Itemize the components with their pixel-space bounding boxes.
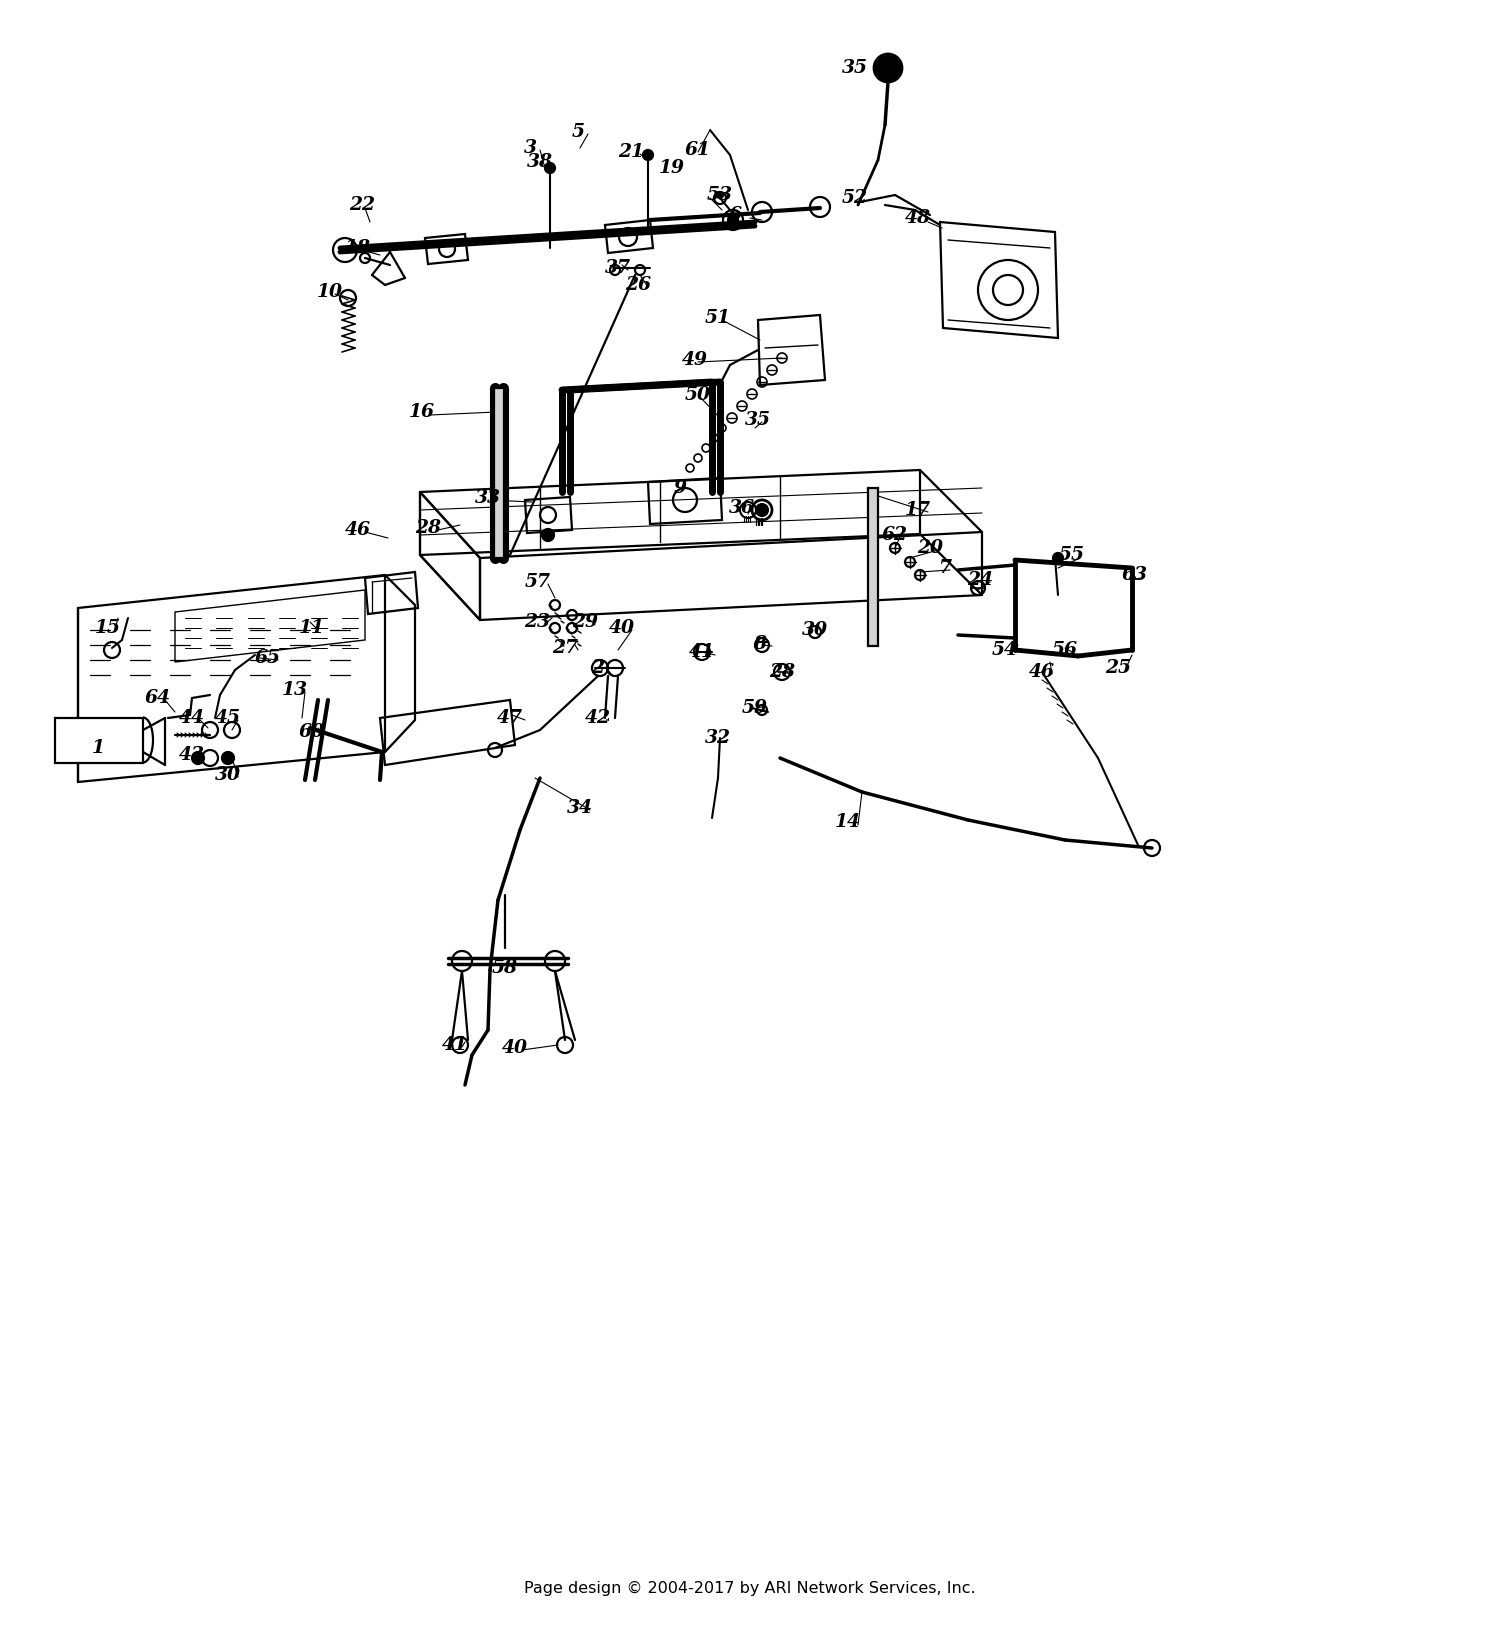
Text: 36: 36 (729, 500, 754, 518)
Text: 57: 57 (525, 573, 550, 591)
Circle shape (728, 215, 738, 225)
Text: 42: 42 (585, 710, 610, 728)
Text: 59: 59 (742, 698, 768, 716)
Text: 32: 32 (705, 729, 730, 747)
Text: 21: 21 (618, 143, 644, 161)
Circle shape (717, 192, 723, 199)
Text: 61: 61 (686, 142, 711, 160)
Circle shape (192, 752, 204, 764)
Text: 6: 6 (729, 207, 741, 225)
Text: 26: 26 (626, 277, 651, 295)
Text: 41: 41 (688, 643, 715, 661)
Text: 25: 25 (1106, 659, 1131, 677)
Circle shape (544, 163, 555, 173)
Text: 37: 37 (604, 259, 631, 277)
Bar (56, 718, 142, 764)
Text: 7: 7 (939, 558, 951, 576)
Text: 34: 34 (567, 799, 592, 817)
Text: 60: 60 (298, 723, 326, 741)
Circle shape (880, 60, 896, 77)
Text: 56: 56 (1052, 641, 1078, 659)
Text: 30: 30 (214, 767, 242, 785)
Text: 28: 28 (770, 663, 795, 681)
Text: 48: 48 (904, 208, 932, 226)
Text: 11: 11 (298, 619, 326, 637)
Text: 54: 54 (992, 641, 1018, 659)
Text: 43: 43 (178, 746, 206, 764)
Text: 16: 16 (410, 404, 435, 422)
Text: 33: 33 (476, 488, 501, 506)
Text: 19: 19 (658, 160, 686, 177)
Text: 23: 23 (524, 614, 550, 632)
Circle shape (874, 54, 902, 81)
Text: 58: 58 (492, 959, 517, 977)
Text: 63: 63 (1122, 567, 1148, 584)
Text: 30: 30 (802, 620, 828, 640)
Text: 46: 46 (1029, 663, 1054, 681)
Text: 46: 46 (345, 521, 370, 539)
Text: 44: 44 (178, 710, 206, 728)
Text: 9: 9 (674, 479, 687, 497)
Text: 51: 51 (705, 309, 730, 327)
Text: 45: 45 (214, 710, 242, 728)
Circle shape (542, 529, 554, 540)
Text: 35: 35 (842, 59, 868, 77)
Text: 15: 15 (94, 619, 122, 637)
Text: 40: 40 (609, 619, 634, 637)
Text: 20: 20 (916, 539, 944, 557)
Text: 53: 53 (706, 186, 734, 204)
Text: 5: 5 (572, 124, 585, 142)
Text: 49: 49 (682, 352, 708, 370)
Text: Page design © 2004-2017 by ARI Network Services, Inc.: Page design © 2004-2017 by ARI Network S… (524, 1581, 976, 1595)
Circle shape (222, 752, 234, 764)
Text: 50: 50 (686, 386, 711, 404)
Text: 64: 64 (146, 689, 171, 707)
Text: 3: 3 (524, 138, 537, 156)
Text: 18: 18 (345, 239, 370, 257)
Circle shape (644, 150, 652, 160)
Text: 41: 41 (442, 1035, 468, 1053)
Text: 14: 14 (836, 812, 861, 830)
Text: 40: 40 (503, 1039, 528, 1057)
Text: 47: 47 (496, 710, 523, 728)
Text: 27: 27 (552, 640, 578, 658)
Text: 28: 28 (416, 519, 441, 537)
Bar (868, 488, 877, 646)
Text: 35: 35 (746, 410, 771, 430)
Text: 29: 29 (572, 614, 598, 632)
Text: 52: 52 (842, 189, 868, 207)
Text: 13: 13 (282, 681, 308, 698)
Text: 24: 24 (968, 571, 993, 589)
Text: 8: 8 (753, 635, 766, 653)
Text: 22: 22 (350, 195, 375, 213)
Text: 2: 2 (591, 659, 604, 677)
Text: 10: 10 (316, 283, 344, 301)
Text: 65: 65 (255, 650, 280, 667)
Text: 55: 55 (1059, 545, 1084, 563)
Circle shape (756, 505, 768, 516)
Text: 38: 38 (526, 153, 554, 171)
Text: 17: 17 (904, 501, 932, 519)
Text: 1: 1 (92, 739, 105, 757)
Bar (494, 387, 504, 558)
Circle shape (1053, 554, 1064, 563)
Text: 62: 62 (882, 526, 908, 544)
